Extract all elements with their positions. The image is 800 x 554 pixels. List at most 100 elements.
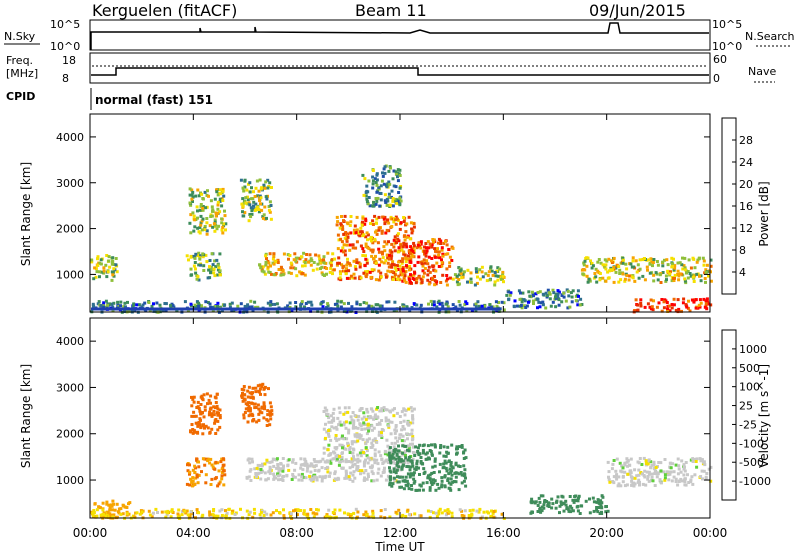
velocity-cell <box>252 507 256 511</box>
power-cell <box>363 177 367 181</box>
power-cell <box>683 256 687 260</box>
power-cell <box>419 303 423 307</box>
velocity-cell <box>382 470 386 474</box>
velocity-cell <box>692 458 696 461</box>
power-cell <box>193 225 197 229</box>
velocity-cell <box>393 428 397 432</box>
velocity-cell <box>637 468 641 472</box>
power-cell <box>680 309 683 313</box>
power-cell <box>536 306 539 310</box>
power-cell <box>267 205 271 208</box>
power-cell <box>290 263 294 267</box>
power-cell <box>680 263 684 267</box>
power-cell <box>396 175 399 179</box>
velocity-cell <box>361 438 365 442</box>
velocity-cell <box>433 464 437 468</box>
velocity-cell <box>195 421 199 425</box>
velocity-cell <box>682 463 686 467</box>
velocity-cell <box>135 511 139 515</box>
power-cell <box>371 248 375 252</box>
power-cell <box>391 260 395 264</box>
power-cell <box>682 264 686 268</box>
power-cell <box>279 265 283 269</box>
velocity-cell <box>224 509 227 513</box>
power-cell <box>445 274 449 277</box>
power-cell <box>339 222 343 226</box>
velocity-cell <box>373 452 377 456</box>
power-cell <box>495 269 499 273</box>
power-cell <box>266 301 270 305</box>
power-cell <box>672 297 676 301</box>
power-cell <box>216 212 220 215</box>
velocity-cell <box>690 475 694 479</box>
power-cell <box>370 304 374 308</box>
velocity-cell <box>263 407 266 411</box>
power-cell <box>430 243 434 247</box>
velocity-cell <box>389 475 392 479</box>
velocity-marks <box>90 382 713 520</box>
velocity-cell <box>367 437 371 441</box>
velocity-cell <box>369 407 373 411</box>
velocity-cell <box>365 439 369 443</box>
velocity-cell <box>366 472 370 476</box>
velocity-cell <box>392 478 396 482</box>
power-cell <box>345 267 348 271</box>
velocity-cell <box>411 421 415 425</box>
velocity-cell <box>324 436 327 440</box>
velocity-cell <box>265 458 269 462</box>
power-cell <box>299 303 303 307</box>
velocity-cell <box>619 469 623 473</box>
power-cell <box>215 227 219 231</box>
velocity-cell <box>392 476 396 480</box>
power-cell <box>494 300 498 304</box>
velocity-cell <box>665 470 669 474</box>
velocity-cell <box>201 398 205 402</box>
power-cell <box>571 289 575 293</box>
velocity-cell <box>392 414 396 418</box>
power-cell <box>371 223 375 226</box>
x-tick-labels: 00:00 04:00 08:00 12:00 16:00 20:00 00:00 <box>73 526 728 540</box>
power-cell <box>188 221 192 225</box>
power-cell <box>475 270 478 274</box>
power-cell <box>336 299 340 303</box>
power-cell <box>369 275 373 279</box>
velocity-cell <box>375 478 379 482</box>
velocity-cell <box>242 388 246 392</box>
power-cell <box>647 258 651 262</box>
power-cell <box>189 302 193 306</box>
velocity-cell <box>659 481 663 485</box>
power-cell <box>248 190 252 194</box>
power-cell <box>374 181 378 184</box>
velocity-cell <box>698 457 702 461</box>
velocity-cell <box>438 451 442 455</box>
power-cell <box>498 267 502 271</box>
velocity-cell <box>428 473 432 477</box>
power-cell <box>427 282 431 286</box>
velocity-cell <box>419 461 423 465</box>
power-cell <box>390 242 394 246</box>
power-cell <box>676 309 680 313</box>
velocity-cell <box>338 460 342 464</box>
power-cell <box>310 303 314 307</box>
velocity-cell <box>344 471 348 475</box>
power-cell <box>440 261 444 265</box>
velocity-cell <box>674 480 678 483</box>
velocity-cell <box>218 416 222 420</box>
power-cell <box>203 228 207 232</box>
velocity-cell <box>247 513 251 517</box>
velocity-cell <box>276 472 280 476</box>
power-cell <box>287 271 291 275</box>
velocity-cell <box>92 509 96 512</box>
velocity-cell <box>244 407 248 411</box>
power-cell <box>400 261 404 265</box>
power-cell <box>331 272 334 276</box>
power-cell <box>249 206 253 210</box>
power-cell <box>629 262 633 266</box>
velocity-cell <box>600 506 604 510</box>
power-cell <box>603 265 607 269</box>
velocity-cell <box>680 459 684 463</box>
velocity-cell <box>542 506 546 510</box>
velocity-cell <box>291 458 295 462</box>
velocity-cell <box>344 426 348 430</box>
velocity-cell <box>384 459 388 463</box>
